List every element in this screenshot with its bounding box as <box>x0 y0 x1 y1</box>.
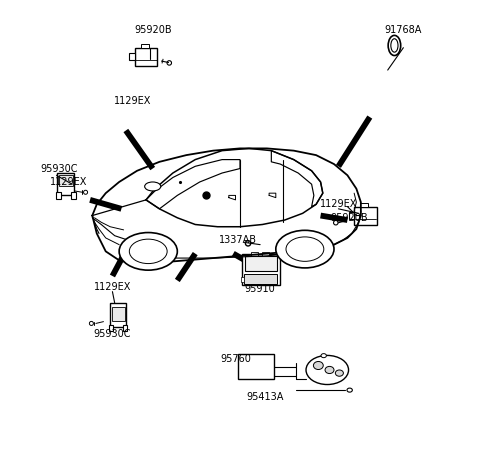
FancyBboxPatch shape <box>71 192 76 198</box>
Ellipse shape <box>306 356 348 384</box>
Ellipse shape <box>286 237 324 261</box>
FancyBboxPatch shape <box>245 256 276 272</box>
FancyBboxPatch shape <box>58 173 74 195</box>
Ellipse shape <box>336 370 343 376</box>
FancyBboxPatch shape <box>56 192 61 198</box>
Ellipse shape <box>334 220 338 225</box>
FancyBboxPatch shape <box>349 212 354 219</box>
FancyBboxPatch shape <box>130 53 135 60</box>
FancyBboxPatch shape <box>251 252 258 256</box>
FancyBboxPatch shape <box>242 254 280 285</box>
Ellipse shape <box>388 35 401 56</box>
Text: 95760: 95760 <box>220 354 251 364</box>
Ellipse shape <box>119 233 177 270</box>
Text: 95930C: 95930C <box>94 329 131 339</box>
Ellipse shape <box>391 39 398 52</box>
Polygon shape <box>110 241 133 277</box>
Ellipse shape <box>129 239 167 264</box>
FancyBboxPatch shape <box>263 252 269 256</box>
FancyBboxPatch shape <box>123 325 127 330</box>
FancyBboxPatch shape <box>238 354 275 379</box>
Text: 1129EX: 1129EX <box>94 282 131 292</box>
FancyBboxPatch shape <box>360 203 368 207</box>
FancyBboxPatch shape <box>241 277 244 282</box>
Text: 95930C: 95930C <box>41 163 78 174</box>
FancyBboxPatch shape <box>59 175 73 186</box>
Ellipse shape <box>321 354 326 358</box>
FancyBboxPatch shape <box>135 48 157 66</box>
Text: 95920B: 95920B <box>134 25 171 35</box>
Ellipse shape <box>167 61 171 65</box>
Polygon shape <box>89 197 122 211</box>
FancyBboxPatch shape <box>111 307 124 321</box>
Polygon shape <box>232 251 251 265</box>
Ellipse shape <box>89 321 94 326</box>
Ellipse shape <box>84 190 87 194</box>
Text: 1129EX: 1129EX <box>114 97 151 106</box>
FancyBboxPatch shape <box>141 44 149 48</box>
Polygon shape <box>123 129 155 170</box>
Ellipse shape <box>276 230 334 268</box>
Text: 1337AB: 1337AB <box>219 235 257 245</box>
Polygon shape <box>320 213 348 223</box>
Text: 1129EX: 1129EX <box>50 177 87 187</box>
FancyBboxPatch shape <box>109 325 113 330</box>
Ellipse shape <box>144 182 161 191</box>
FancyBboxPatch shape <box>110 303 126 327</box>
Text: 1129EX: 1129EX <box>320 199 357 209</box>
Text: 91768A: 91768A <box>384 25 422 35</box>
Polygon shape <box>175 252 198 282</box>
Polygon shape <box>336 115 372 168</box>
Ellipse shape <box>325 366 334 374</box>
FancyBboxPatch shape <box>354 207 376 224</box>
Ellipse shape <box>347 388 352 392</box>
Ellipse shape <box>245 241 251 246</box>
Ellipse shape <box>313 361 323 370</box>
Text: 95413A: 95413A <box>246 392 283 402</box>
Text: 95910: 95910 <box>245 284 276 295</box>
FancyBboxPatch shape <box>244 274 276 284</box>
Text: 95920B: 95920B <box>331 213 369 223</box>
